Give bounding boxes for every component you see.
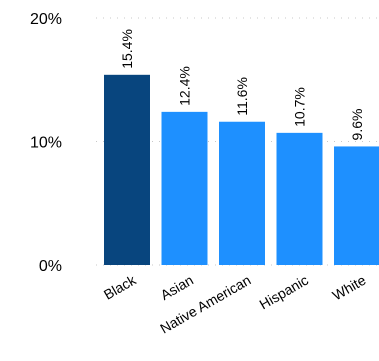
data-label: 15.4% (119, 29, 135, 69)
category-label: White (329, 272, 368, 304)
category-label: Hispanic (256, 272, 311, 313)
bar-hispanic (276, 132, 323, 265)
data-label: 12.4% (177, 66, 193, 106)
data-labels: 15.4% 12.4% 11.6% 10.7% 9.6% (119, 29, 365, 140)
y-axis-ticks: 0% 10% 20% (30, 11, 62, 275)
y-tick-label: 10% (30, 135, 62, 152)
bar-white (334, 146, 379, 265)
y-tick-label: 0% (39, 258, 62, 275)
data-label: 10.7% (292, 87, 308, 127)
data-label: 9.6% (349, 109, 365, 141)
bar-asian (161, 111, 208, 265)
category-label: Asian (158, 272, 196, 303)
y-tick-label: 20% (30, 11, 62, 28)
category-label: Black (101, 271, 140, 302)
bar-black (104, 74, 150, 265)
bar-native-american (219, 121, 265, 266)
bars (104, 74, 379, 266)
data-label: 11.6% (234, 77, 250, 116)
